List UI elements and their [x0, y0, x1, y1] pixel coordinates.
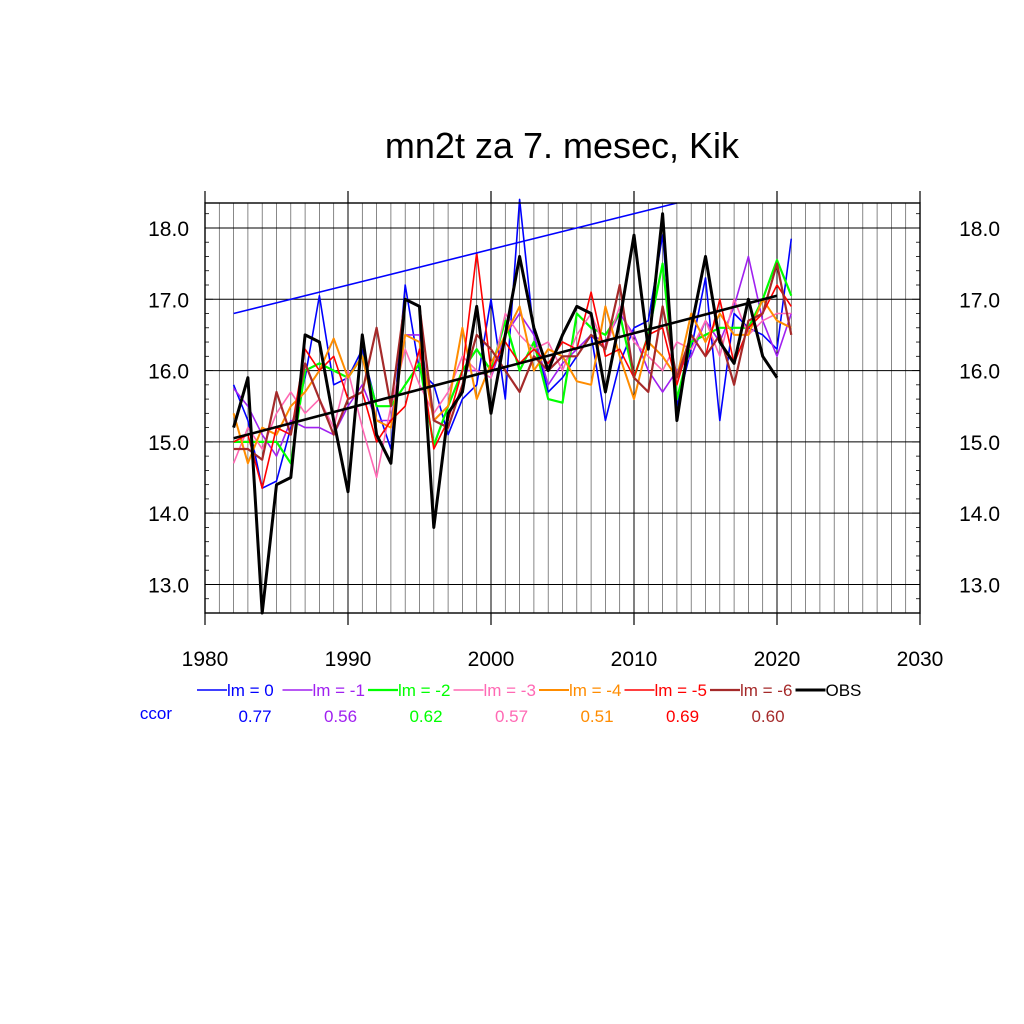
- legend-ccor-value: 0.62: [409, 707, 442, 726]
- trend-line: [233, 294, 778, 440]
- y-tick-label-left: 15.0: [148, 432, 189, 455]
- legend-ccor-value: 0.57: [495, 707, 528, 726]
- legend-label: lm = -6: [740, 681, 792, 700]
- legend-label: lm = -1: [313, 681, 365, 700]
- legend-label: lm = 0: [227, 681, 274, 700]
- series-line-lm-2: [233, 258, 793, 465]
- legend-label: lm = -5: [655, 681, 707, 700]
- y-tick-label-right: 16.0: [959, 361, 1000, 384]
- ccor-label: ccor: [140, 704, 172, 723]
- y-tick-label-left: 14.0: [148, 503, 189, 526]
- legend: lm = 0 0.77 lm = -1 0.56 lm = -2 0.62 lm = -3 0…: [140, 681, 862, 726]
- y-tick-label-left: 13.0: [148, 574, 189, 597]
- legend-ccor-value: 0.69: [666, 707, 699, 726]
- x-tick-label: 2020: [754, 648, 801, 671]
- y-tick-label-right: 14.0: [959, 503, 1000, 526]
- grid: [204, 203, 921, 613]
- x-tick-label: 2030: [897, 648, 944, 671]
- plot-border: [204, 202, 921, 614]
- legend-label: lm = -2: [398, 681, 450, 700]
- trend-line: [233, 202, 678, 315]
- x-tick-label: 1990: [325, 648, 372, 671]
- legend-label: OBS: [826, 681, 862, 700]
- y-tick-label-left: 16.0: [148, 361, 189, 384]
- axes: 1980 1990 2000 2010 2020 2030 13.0 13.0 14.0 14.0…: [148, 191, 1000, 671]
- series-line-lm-6: [233, 262, 793, 461]
- x-tick-label: 2000: [468, 648, 515, 671]
- x-tick-label: 1980: [182, 648, 229, 671]
- plot-series: [232, 198, 793, 615]
- x-tick-label: 2010: [611, 648, 658, 671]
- legend-ccor-value: 0.56: [324, 707, 357, 726]
- legend-ccor-value: 0.77: [238, 707, 271, 726]
- series-line-lm-3: [232, 298, 792, 479]
- legend-label: lm = -3: [484, 681, 536, 700]
- y-tick-label-right: 13.0: [959, 574, 1000, 597]
- y-tick-label-right: 18.0: [959, 218, 1000, 241]
- y-tick-label-right: 15.0: [959, 432, 1000, 455]
- series-line-lm-4: [232, 298, 792, 465]
- legend-ccor-value: 0.51: [580, 707, 613, 726]
- legend-ccor-value: 0.60: [751, 707, 784, 726]
- series-line-obs: [232, 212, 779, 615]
- chart-title: mn2t za 7. mesec, Kik: [385, 125, 740, 166]
- legend-label: lm = -4: [569, 681, 621, 700]
- y-tick-label-left: 18.0: [148, 218, 189, 241]
- plot-frame: [204, 202, 921, 614]
- y-tick-label-right: 17.0: [959, 289, 1000, 312]
- y-tick-label-left: 17.0: [148, 289, 189, 312]
- series-line-lm-1: [232, 255, 793, 457]
